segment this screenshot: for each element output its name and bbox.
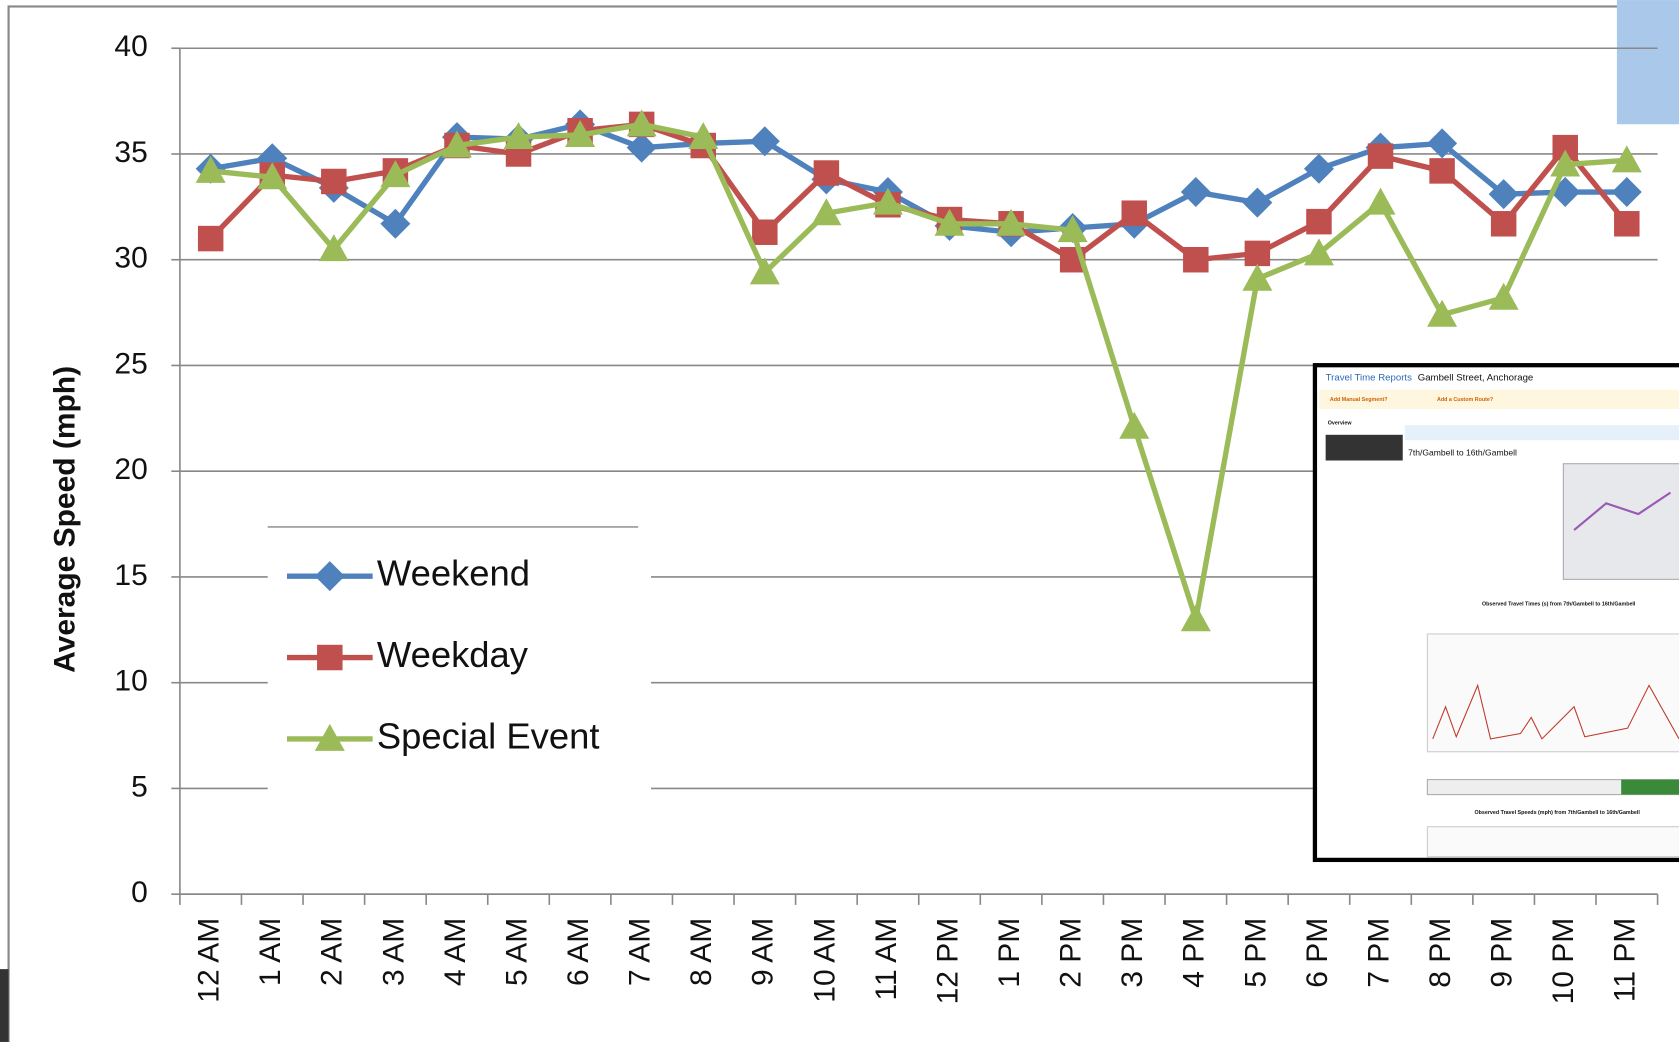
marker: [1491, 211, 1516, 236]
x-tick-label: 3 PM: [1116, 918, 1149, 988]
marker: [321, 169, 346, 194]
legend-label: Weekend: [377, 553, 530, 594]
x-tick-label: 12 AM: [193, 918, 226, 1003]
breadcrumb-page: Gambell Street, Anchorage: [1418, 373, 1534, 384]
x-tick-label: 8 PM: [1424, 918, 1457, 988]
corner-bar: [0, 969, 9, 1042]
x-tick-label: 7 PM: [1362, 918, 1395, 988]
add-segment[interactable]: Add Manual Segment?: [1330, 397, 1388, 403]
legend: Weekend Weekday Special Event: [268, 527, 651, 793]
x-tick-label: 2 AM: [316, 918, 349, 986]
x-tick-label: 12 PM: [931, 918, 964, 1005]
marker: [752, 219, 777, 244]
chart1: [1427, 634, 1679, 752]
y-tick-label: 15: [114, 559, 147, 592]
route-title: 7th/Gambell to 16th/Gambell: [1408, 447, 1517, 457]
x-tick-label: 4 PM: [1178, 918, 1211, 988]
y-tick-label: 5: [131, 770, 148, 803]
y-tick-label: 0: [131, 876, 148, 909]
legend-label: Special Event: [377, 716, 600, 757]
breadcrumb-link[interactable]: Travel Time Reports: [1326, 373, 1412, 384]
y-tick-label: 10: [114, 665, 147, 698]
x-tick-label: 1 AM: [254, 918, 287, 986]
x-tick-label: 6 PM: [1301, 918, 1334, 988]
x-tick-label: 6 AM: [562, 918, 595, 986]
x-tick-label: 11 AM: [870, 918, 903, 1001]
page: 0 5 10 15 20 25 30 35 40 12 AM 1 AM 2 AM 3 AM 4 AM 5 A…: [0, 0, 1679, 1042]
sidebar-item[interactable]: [1326, 435, 1403, 461]
x-tick-label: 8 AM: [685, 918, 718, 986]
marker: [317, 645, 342, 670]
x-tick-label: 10 AM: [808, 918, 841, 1003]
y-axis-title: Average Speed (mph): [48, 366, 81, 673]
add-route[interactable]: Add a Custom Route?: [1437, 397, 1493, 403]
x-tick-label: 2 PM: [1055, 918, 1088, 988]
x-tick-label: 5 AM: [500, 918, 533, 986]
marker: [814, 160, 839, 185]
chart1-title: Observed Travel Times (s) from 7th/Gambe…: [1482, 601, 1636, 607]
sidebar-title: Overview: [1328, 420, 1353, 426]
x-tick-label: 11 PM: [1609, 918, 1642, 1002]
inset-screenshot: Travel Time Reports Gambell Street, Anch…: [1315, 365, 1679, 860]
marker: [1306, 209, 1331, 234]
legend-label: Weekday: [377, 634, 529, 675]
corner-window: [1617, 0, 1679, 124]
filter-note: [1405, 425, 1679, 440]
chart: 0 5 10 15 20 25 30 35 40 12 AM 1 AM 2 AM 3 AM 4 AM 5 A…: [0, 0, 1679, 1042]
y-tick-label: 40: [114, 30, 147, 63]
y-tick-label: 25: [114, 347, 147, 380]
y-tick-label: 35: [114, 136, 147, 169]
x-tick-label: 1 PM: [993, 918, 1026, 988]
x-tick-label: 5 PM: [1239, 918, 1272, 988]
y-tick-label: 20: [114, 453, 147, 486]
x-tick-label: 3 AM: [377, 918, 410, 986]
x-tick-label: 10 PM: [1547, 918, 1580, 1005]
marker: [1121, 200, 1146, 225]
x-tick-label: 9 PM: [1486, 918, 1519, 988]
range-selection[interactable]: [1621, 780, 1679, 795]
x-tick-label: 7 AM: [624, 918, 657, 986]
marker: [1614, 211, 1639, 236]
chart2-title: Observed Travel Speeds (mph) from 7th/Ga…: [1474, 810, 1640, 816]
x-tick-label: 4 AM: [439, 918, 472, 986]
marker: [1245, 241, 1270, 266]
y-tick-label: 30: [114, 242, 147, 275]
marker: [1368, 143, 1393, 168]
marker: [1183, 247, 1208, 272]
map: [1563, 464, 1679, 580]
marker: [1429, 158, 1454, 183]
chart2: [1427, 827, 1679, 857]
x-tick-label: 9 AM: [747, 918, 780, 986]
marker: [198, 226, 223, 251]
